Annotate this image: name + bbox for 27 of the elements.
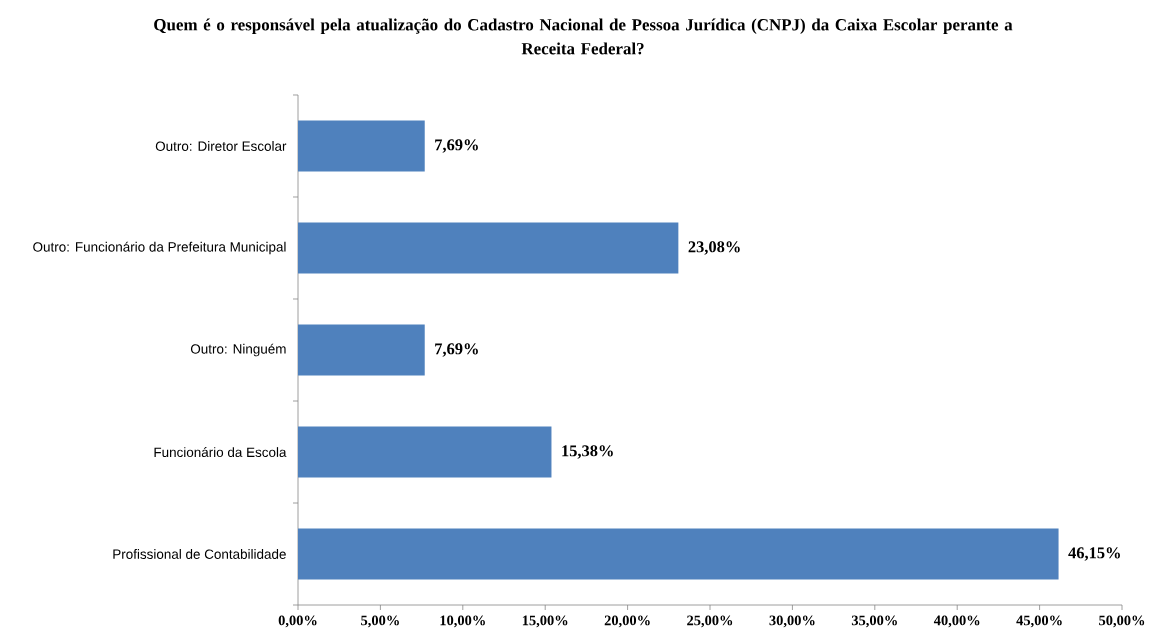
- bar: [298, 120, 425, 172]
- x-tick-label: 25,00%: [687, 615, 733, 628]
- x-tick-label: 35,00%: [851, 615, 897, 628]
- y-tick-label: Outro: Funcionário da Prefeitura Municipal: [33, 241, 286, 255]
- y-tick-label: Outro: Ninguém: [190, 343, 286, 357]
- x-tick-label: 40,00%: [933, 615, 980, 628]
- bar: [298, 324, 425, 376]
- data-label: 7,69%: [435, 139, 478, 153]
- y-tick-label: Outro: Diretor Escolar: [155, 141, 287, 151]
- y-tick-label: Profissional de Contabilidade: [113, 549, 286, 559]
- data-label: 46,15%: [1068, 547, 1120, 561]
- bar: [298, 222, 679, 274]
- bar: [298, 528, 1059, 580]
- y-tick-label: Funcionário da Escola: [154, 446, 287, 458]
- chart-title: Quem é o responsável pela atualização do Cadastro Nacional de Pessoa Jurídica (CNPJ) da Caixa Escolar perante a Receita Federal?: [154, 18, 1013, 55]
- data-label: 23,08%: [688, 241, 740, 255]
- data-label: 7,69%: [435, 343, 478, 357]
- x-tick-label: 45,00%: [1016, 615, 1062, 628]
- x-tick-label: 30,00%: [769, 615, 815, 628]
- x-tick-label: 0,00%: [278, 615, 317, 628]
- x-tick-label: 15,00%: [522, 615, 568, 628]
- x-tick-label: 5,00%: [361, 615, 399, 628]
- x-tick-label: 10,00%: [440, 615, 485, 628]
- x-tick-label: 50,00%: [1099, 615, 1145, 628]
- x-tick-label: 20,00%: [604, 615, 650, 628]
- data-label: 15,38%: [562, 445, 613, 459]
- bar: [298, 426, 552, 478]
